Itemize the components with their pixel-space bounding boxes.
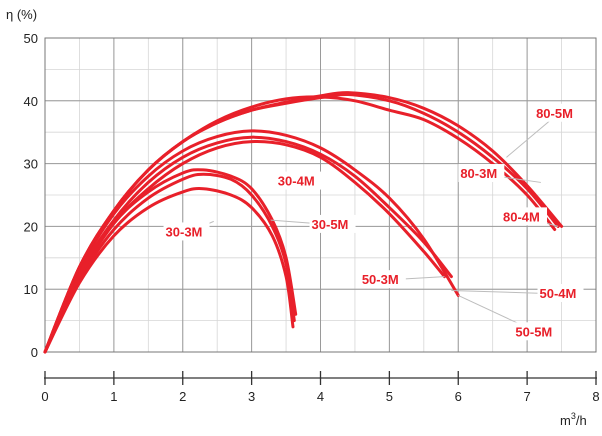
label-background bbox=[458, 164, 505, 183]
series-line-30-3m bbox=[43, 187, 295, 354]
series-line-80-3m bbox=[43, 95, 557, 354]
y-axis: 0 10 20 30 40 50 bbox=[24, 31, 38, 360]
y-tick-label: 10 bbox=[24, 282, 38, 297]
series-line-30-4m bbox=[43, 172, 296, 354]
x-tick-label: 3 bbox=[248, 389, 255, 404]
x-axis-title-tail: /h bbox=[576, 413, 587, 428]
x-axis-title-sup: 3 bbox=[571, 411, 576, 421]
x-tick-label: 4 bbox=[317, 389, 324, 404]
x-axis-title-base: m bbox=[560, 413, 571, 428]
series-label-80-3m: 80-3M bbox=[460, 166, 497, 181]
y-tick-label: 30 bbox=[24, 157, 38, 172]
x-tick-label: 2 bbox=[179, 389, 186, 404]
x-tick-label: 0 bbox=[41, 389, 48, 404]
series-label-30-3m: 30-3M bbox=[166, 224, 203, 239]
annotations: 80-5M 80-3M 80-4M 30-4M 30-3M 30-5M 50-3M 50-4M… bbox=[163, 103, 584, 341]
label-background bbox=[275, 171, 322, 190]
series-line-50-5m bbox=[43, 129, 460, 354]
series-line-50-4m bbox=[43, 135, 453, 354]
label-background bbox=[309, 214, 356, 233]
x-tick-label: 5 bbox=[386, 389, 393, 404]
y-tick-label: 40 bbox=[24, 94, 38, 109]
x-tick-label: 8 bbox=[592, 389, 599, 404]
series-label-80-4m: 80-4M bbox=[503, 209, 540, 224]
y-tick-label: 50 bbox=[24, 31, 38, 46]
series-line-80-4m bbox=[43, 92, 560, 354]
y-axis-title: η (%) bbox=[6, 7, 37, 22]
series-label-30-4m: 30-4M bbox=[278, 174, 315, 189]
x-tick-label: 7 bbox=[524, 389, 531, 404]
x-axis-title: m3/h bbox=[560, 411, 587, 428]
label-background bbox=[534, 103, 581, 122]
x-tick-label: 6 bbox=[455, 389, 462, 404]
series-label-50-4m: 50-4M bbox=[540, 286, 577, 301]
series-line-50-3m bbox=[43, 139, 446, 354]
x-axis: 0 1 2 3 4 5 6 7 8 bbox=[41, 371, 600, 404]
label-background bbox=[513, 322, 560, 341]
y-tick-label: 20 bbox=[24, 219, 38, 234]
series-line-80-5m bbox=[43, 91, 564, 354]
x-tick-label: 1 bbox=[110, 389, 117, 404]
label-background bbox=[359, 270, 406, 289]
y-tick-label: 0 bbox=[31, 345, 38, 360]
series-label-30-5m: 30-5M bbox=[312, 217, 349, 232]
label-background bbox=[163, 222, 210, 241]
series-label-50-5m: 50-5M bbox=[515, 324, 552, 339]
series-lines bbox=[43, 91, 564, 354]
series-label-50-3m: 50-3M bbox=[362, 272, 399, 287]
series-label-80-5m: 80-5M bbox=[536, 106, 573, 121]
label-background bbox=[501, 207, 548, 226]
label-background bbox=[537, 283, 584, 302]
plot-frame bbox=[44, 37, 597, 353]
